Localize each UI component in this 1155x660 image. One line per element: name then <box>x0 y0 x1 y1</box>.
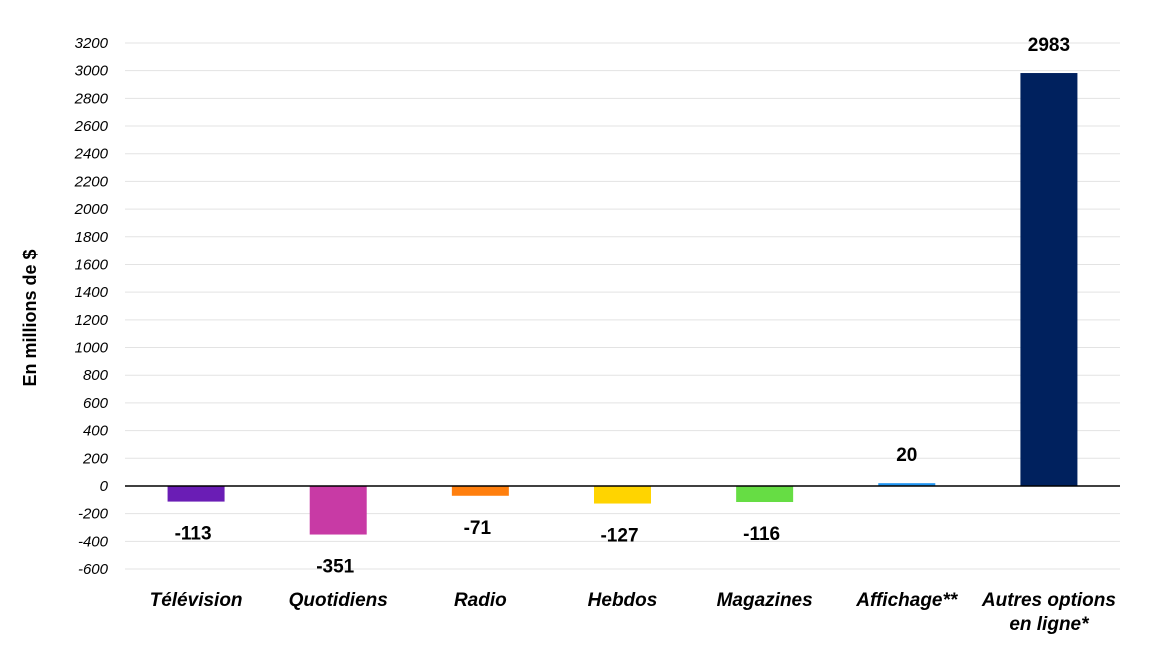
category-label: Télévision <box>150 590 243 611</box>
bar <box>594 485 651 504</box>
y-tick-label: 3200 <box>75 35 109 52</box>
y-tick-label: 2400 <box>74 146 109 163</box>
gridlines <box>125 42 1120 570</box>
y-axis-ticks: -600 -400 -200 0 200 400 600 800 1000 1200 1400 160… <box>74 35 109 578</box>
y-tick-label: -200 <box>78 506 109 523</box>
y-tick-label: 1800 <box>75 229 109 246</box>
category-label: Radio <box>454 590 507 611</box>
bar <box>309 485 367 535</box>
data-label: 2983 <box>1028 35 1070 56</box>
bar <box>736 485 794 503</box>
data-label: -113 <box>175 524 212 545</box>
data-label: -127 <box>600 526 638 547</box>
category-label: Quotidiens <box>289 590 388 611</box>
y-tick-label: 1200 <box>75 312 109 329</box>
data-label: -351 <box>316 557 354 578</box>
bars <box>167 73 1078 535</box>
y-axis-label: En millions de $ <box>20 249 40 386</box>
y-tick-label: 2600 <box>74 118 109 135</box>
y-tick-label: 1000 <box>75 340 109 357</box>
category-label: Affichage** <box>855 590 959 611</box>
category-label: Hebdos <box>588 590 658 611</box>
bar <box>451 485 509 496</box>
bar <box>1020 73 1078 486</box>
y-tick-label: 200 <box>82 450 109 467</box>
y-tick-label: 1600 <box>75 256 109 273</box>
category-label: en ligne* <box>1009 614 1090 635</box>
bar <box>167 485 225 502</box>
data-label: 20 <box>896 445 917 466</box>
y-tick-label: -400 <box>78 533 109 550</box>
y-tick-label: 2800 <box>74 90 109 107</box>
y-tick-label: 600 <box>83 395 109 412</box>
y-tick-label: 3000 <box>75 63 109 80</box>
y-tick-label: 0 <box>100 478 109 495</box>
x-axis-categories: Télévision Quotidiens Radio Hebdos Magazines… <box>150 590 1116 635</box>
data-label: -116 <box>743 524 780 545</box>
data-label: -71 <box>464 518 492 539</box>
y-tick-label: 2200 <box>74 173 109 190</box>
data-labels: -113 -351 -71 -127 -116 20 2983 <box>175 35 1070 577</box>
category-label: Autres options <box>981 590 1116 611</box>
y-tick-label: 1400 <box>75 284 109 301</box>
y-tick-label: 800 <box>83 367 109 384</box>
category-label: Magazines <box>717 590 813 611</box>
y-tick-label: 400 <box>83 423 109 440</box>
bar <box>878 483 936 487</box>
y-tick-label: -600 <box>78 561 109 578</box>
y-tick-label: 2000 <box>74 201 109 218</box>
